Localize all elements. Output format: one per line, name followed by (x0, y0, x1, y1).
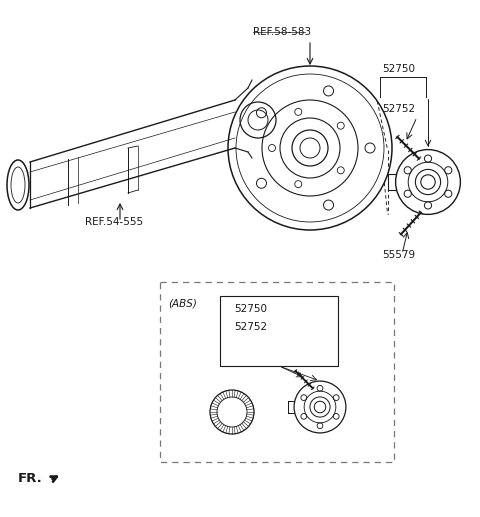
Text: 52750: 52750 (234, 304, 267, 314)
Text: REF.58-583: REF.58-583 (253, 27, 311, 37)
Text: 52752: 52752 (382, 104, 415, 114)
Text: 52752: 52752 (234, 322, 267, 332)
Text: 55579: 55579 (382, 250, 415, 260)
Text: REF.54-555: REF.54-555 (85, 217, 143, 227)
Bar (160, 282, 394, 462)
Text: (ABS): (ABS) (168, 298, 197, 308)
Text: FR.: FR. (18, 472, 43, 484)
Bar (220, 296, 338, 366)
Text: 52750: 52750 (382, 64, 415, 74)
